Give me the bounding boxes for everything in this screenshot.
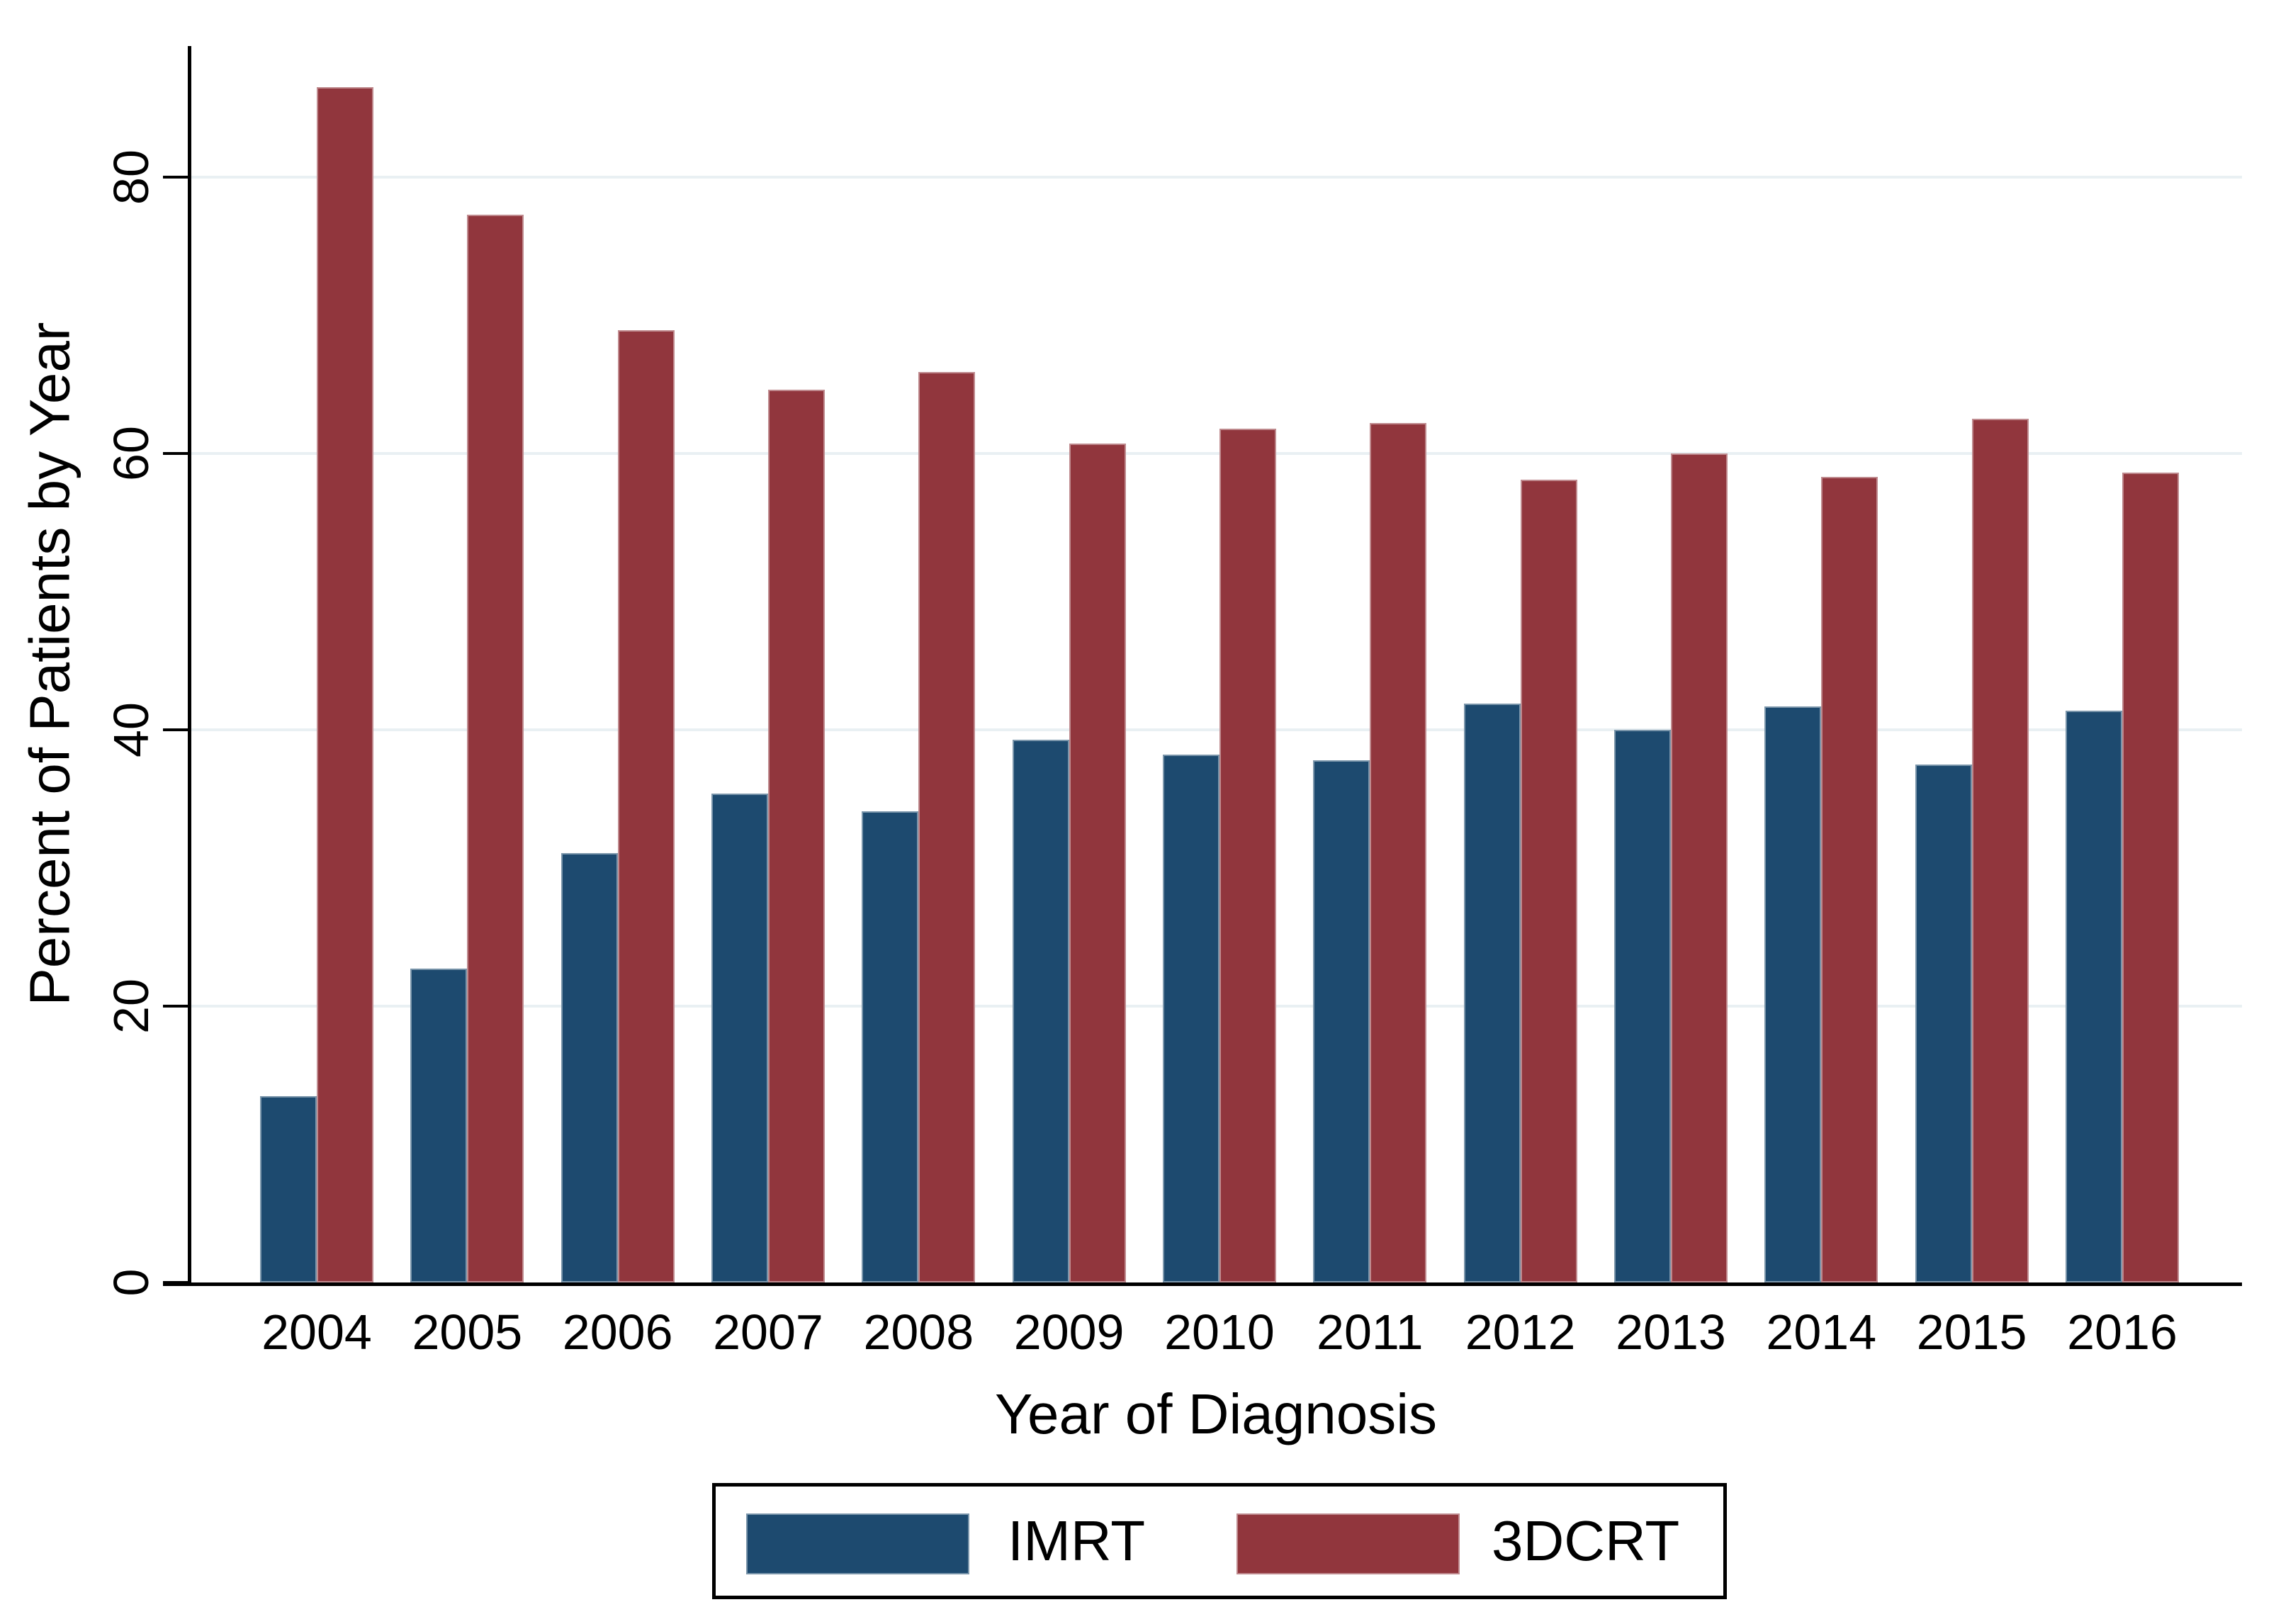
- bar-imrt-2007: [711, 793, 768, 1282]
- legend-label-imrt: IMRT: [1008, 1509, 1146, 1572]
- y-tick-40: [163, 728, 190, 731]
- bar-3dcrt-2005: [467, 214, 524, 1282]
- bar-3dcrt-2015: [1971, 419, 2029, 1282]
- y-axis-title: Percent of Patients by Year: [18, 322, 81, 1006]
- y-tick-0: [163, 1281, 190, 1284]
- bar-imrt-2005: [410, 969, 468, 1282]
- legend-swatch-imrt: [746, 1513, 969, 1574]
- bar-3dcrt-2013: [1670, 453, 1728, 1282]
- bar-imrt-2014: [1764, 706, 1822, 1282]
- gridline-y80: [190, 176, 2242, 179]
- bar-3dcrt-2014: [1821, 477, 1878, 1282]
- bar-imrt-2004: [260, 1095, 317, 1282]
- x-axis-title: Year of Diagnosis: [994, 1382, 1438, 1445]
- bar-imrt-2016: [2065, 710, 2122, 1282]
- x-tick-label-2004: 2004: [261, 1304, 372, 1360]
- y-tick-80: [163, 176, 190, 179]
- x-tick-label-2006: 2006: [562, 1304, 673, 1360]
- bar-imrt-2015: [1915, 764, 1972, 1282]
- x-tick-label-2009: 2009: [1013, 1304, 1125, 1360]
- x-tick-label-2005: 2005: [412, 1304, 523, 1360]
- x-tick-label-2007: 2007: [713, 1304, 823, 1360]
- bar-imrt-2009: [1012, 739, 1069, 1282]
- x-axis-line: [163, 1282, 2242, 1286]
- x-tick-label-2016: 2016: [2067, 1304, 2178, 1360]
- bar-imrt-2006: [560, 852, 618, 1282]
- y-tick-label-0: 0: [103, 1268, 159, 1297]
- plot-area: [190, 46, 2242, 1282]
- legend-swatch-3dcrt: [1236, 1513, 1460, 1574]
- bar-3dcrt-2011: [1370, 423, 1427, 1282]
- bar-3dcrt-2008: [918, 371, 976, 1282]
- y-tick-20: [163, 1005, 190, 1008]
- x-tick-label-2015: 2015: [1916, 1304, 2027, 1360]
- x-tick-label-2013: 2013: [1616, 1304, 1726, 1360]
- bar-3dcrt-2016: [2122, 473, 2179, 1282]
- bar-3dcrt-2012: [1520, 480, 1577, 1282]
- bar-imrt-2013: [1613, 730, 1671, 1282]
- bar-3dcrt-2004: [317, 87, 373, 1282]
- x-tick-label-2014: 2014: [1766, 1304, 1877, 1360]
- bar-3dcrt-2006: [617, 330, 675, 1282]
- x-tick-label-2011: 2011: [1317, 1304, 1424, 1360]
- x-tick-label-2010: 2010: [1164, 1304, 1275, 1360]
- y-tick-label-80: 80: [103, 150, 159, 205]
- y-tick-label-60: 60: [103, 426, 159, 481]
- bar-imrt-2011: [1313, 760, 1370, 1282]
- y-axis-line: [188, 46, 191, 1286]
- y-tick-60: [163, 452, 190, 455]
- gridline-y60: [190, 452, 2242, 455]
- bar-3dcrt-2009: [1069, 444, 1126, 1282]
- bar-3dcrt-2010: [1219, 428, 1276, 1282]
- bar-imrt-2008: [862, 811, 919, 1282]
- gridline-y40: [190, 728, 2242, 731]
- legend-box: IMRT 3DCRT: [712, 1483, 1727, 1599]
- bar-3dcrt-2007: [767, 390, 825, 1282]
- y-tick-label-20: 20: [103, 979, 159, 1034]
- y-tick-label-40: 40: [103, 702, 159, 757]
- x-tick-label-2008: 2008: [863, 1304, 974, 1360]
- bar-imrt-2012: [1463, 703, 1521, 1282]
- x-tick-label-2012: 2012: [1465, 1304, 1576, 1360]
- bar-imrt-2010: [1162, 755, 1219, 1282]
- legend-label-3dcrt: 3DCRT: [1492, 1509, 1680, 1572]
